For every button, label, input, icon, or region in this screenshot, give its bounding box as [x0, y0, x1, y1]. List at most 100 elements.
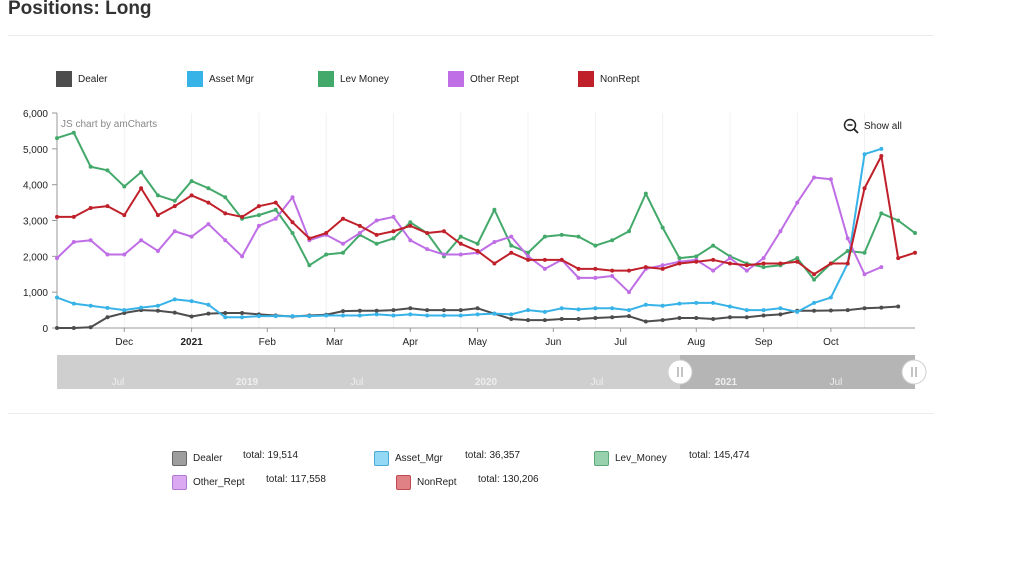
data-point-nonrept	[307, 236, 312, 241]
data-point-lev-money	[643, 191, 648, 196]
data-point-other-rept	[139, 238, 144, 243]
data-point-dealer	[812, 308, 817, 313]
x-tick-label: Dec	[115, 337, 133, 348]
page-title: Positions: Long	[8, 0, 152, 19]
data-point-nonrept	[845, 261, 850, 266]
legend-total-value-lev-money: total: 145,474	[689, 450, 750, 461]
data-point-asset-mgr	[542, 309, 547, 314]
data-point-asset-mgr	[357, 313, 362, 318]
scrollbar-grip-right[interactable]	[901, 359, 927, 385]
data-point-asset-mgr	[223, 315, 228, 320]
legend-swatch-nonrept	[578, 71, 594, 87]
data-point-asset-mgr	[391, 313, 396, 318]
data-point-asset-mgr	[559, 306, 564, 311]
x-tick-label: Aug	[687, 337, 705, 348]
legend-total-item-dealer[interactable]: Dealer total: 19,514	[172, 450, 298, 466]
data-point-nonrept	[341, 216, 345, 221]
data-point-other-rept	[795, 200, 800, 205]
data-point-nonrept	[610, 268, 615, 273]
legend-total-item-other-rept[interactable]: Other_Rept total: 117,558	[172, 474, 326, 490]
data-point-nonrept	[139, 186, 144, 191]
data-point-asset-mgr	[627, 308, 631, 313]
data-point-lev-money	[795, 256, 800, 261]
data-point-nonrept	[727, 261, 732, 266]
data-point-nonrept	[559, 257, 564, 262]
data-point-nonrept	[357, 223, 362, 228]
data-point-asset-mgr	[458, 313, 463, 318]
legend-total-item-nonrept[interactable]: NonRept total: 130,206	[396, 474, 539, 490]
legend-item-other-rept[interactable]: Other Rept	[448, 70, 519, 88]
data-point-lev-money	[189, 179, 194, 184]
data-point-nonrept	[71, 214, 76, 219]
scrollbar-grip-left[interactable]	[667, 359, 693, 385]
data-point-other-rept	[593, 275, 598, 280]
data-point-other-rept	[744, 268, 749, 273]
data-point-lev-money	[761, 265, 766, 270]
data-point-lev-money	[374, 241, 379, 246]
data-point-asset-mgr	[862, 152, 867, 157]
data-point-lev-money	[492, 207, 497, 212]
data-point-asset-mgr	[711, 300, 716, 305]
data-point-asset-mgr	[105, 305, 110, 310]
legend-item-dealer[interactable]: Dealer	[56, 70, 107, 88]
data-point-other-rept	[357, 231, 362, 236]
legend-item-asset-mgr[interactable]: Asset Mgr	[187, 70, 254, 88]
scrollbar-date-label: 2019	[236, 377, 259, 388]
data-point-asset-mgr	[879, 146, 884, 151]
legend-total-item-asset-mgr[interactable]: Asset_Mgr total: 36,357	[374, 450, 520, 466]
data-point-nonrept	[761, 261, 766, 266]
show-all-button[interactable]: Show all	[843, 118, 902, 134]
x-tick-label: May	[468, 337, 487, 348]
data-point-dealer	[172, 310, 177, 315]
data-point-lev-money	[307, 263, 312, 268]
data-point-asset-mgr	[509, 312, 514, 317]
data-point-other-rept	[879, 265, 884, 270]
y-tick-label: 6,000	[23, 109, 48, 120]
legend-total-name-lev-money: Lev_Money	[615, 452, 667, 464]
data-point-other-rept	[341, 241, 345, 246]
data-point-asset-mgr	[155, 303, 160, 308]
data-point-other-rept	[845, 236, 850, 241]
data-point-asset-mgr	[593, 306, 598, 311]
data-point-dealer	[677, 315, 682, 320]
data-point-lev-money	[559, 232, 564, 237]
data-point-other-rept	[256, 223, 261, 228]
data-point-nonrept	[425, 231, 430, 236]
data-point-asset-mgr	[273, 314, 278, 319]
data-point-asset-mgr	[610, 306, 615, 311]
data-point-dealer	[627, 314, 631, 319]
data-point-dealer	[845, 308, 850, 313]
legend-total-name-dealer: Dealer	[193, 452, 223, 464]
legend-label-dealer: Dealer	[78, 73, 108, 85]
data-point-dealer	[711, 317, 716, 322]
chart-credit: JS chart by amCharts	[61, 119, 157, 130]
data-point-asset-mgr	[795, 309, 800, 314]
data-point-other-rept	[627, 290, 631, 295]
data-point-nonrept	[677, 261, 682, 266]
data-point-dealer	[610, 315, 615, 320]
legend-total-name-nonrept: NonRept	[417, 476, 457, 488]
data-point-dealer	[425, 308, 430, 313]
data-point-other-rept	[172, 229, 177, 234]
data-point-asset-mgr	[441, 313, 446, 318]
data-point-asset-mgr	[240, 315, 245, 320]
legend-item-nonrept[interactable]: NonRept	[578, 70, 639, 88]
data-point-asset-mgr	[139, 305, 144, 310]
scrollbar-date-label: 2020	[475, 377, 498, 388]
data-point-nonrept	[172, 204, 177, 209]
y-tick-label: 3,000	[23, 217, 48, 228]
zoom-out-icon	[843, 118, 859, 134]
data-point-asset-mgr	[475, 312, 480, 317]
data-point-asset-mgr	[744, 308, 749, 313]
legend-item-lev-money[interactable]: Lev Money	[318, 70, 389, 88]
x-tick-label: Apr	[403, 337, 419, 348]
legend-total-item-lev-money[interactable]: Lev_Money total: 145,474	[594, 450, 750, 466]
data-point-asset-mgr	[576, 307, 581, 312]
scrollbar-date-label: Jul	[351, 377, 364, 388]
data-point-lev-money	[845, 248, 850, 253]
data-point-asset-mgr	[71, 301, 76, 306]
data-point-nonrept	[643, 265, 648, 270]
data-point-other-rept	[223, 238, 228, 243]
data-point-dealer	[694, 315, 699, 320]
legend-label-asset-mgr: Asset Mgr	[209, 73, 255, 85]
